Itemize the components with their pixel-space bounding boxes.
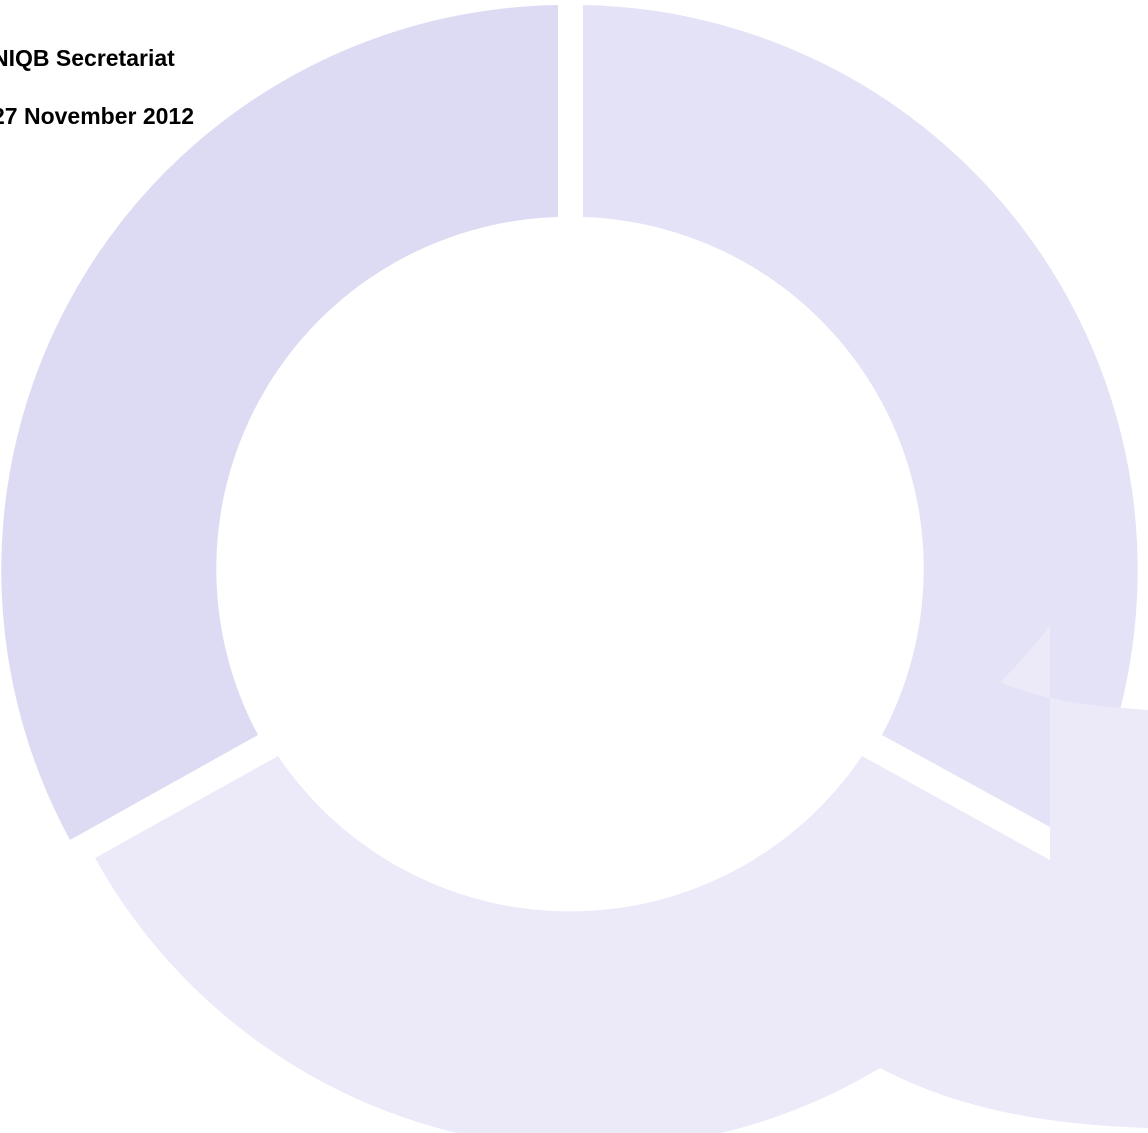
logo-segment-top-right <box>583 5 1138 838</box>
document-author: NIQB Secretariat <box>0 45 175 71</box>
logo-segment-bottom <box>95 625 1148 1133</box>
logo-segment-top-left <box>1 5 559 840</box>
document-date: 27 November 2012 <box>0 103 195 129</box>
